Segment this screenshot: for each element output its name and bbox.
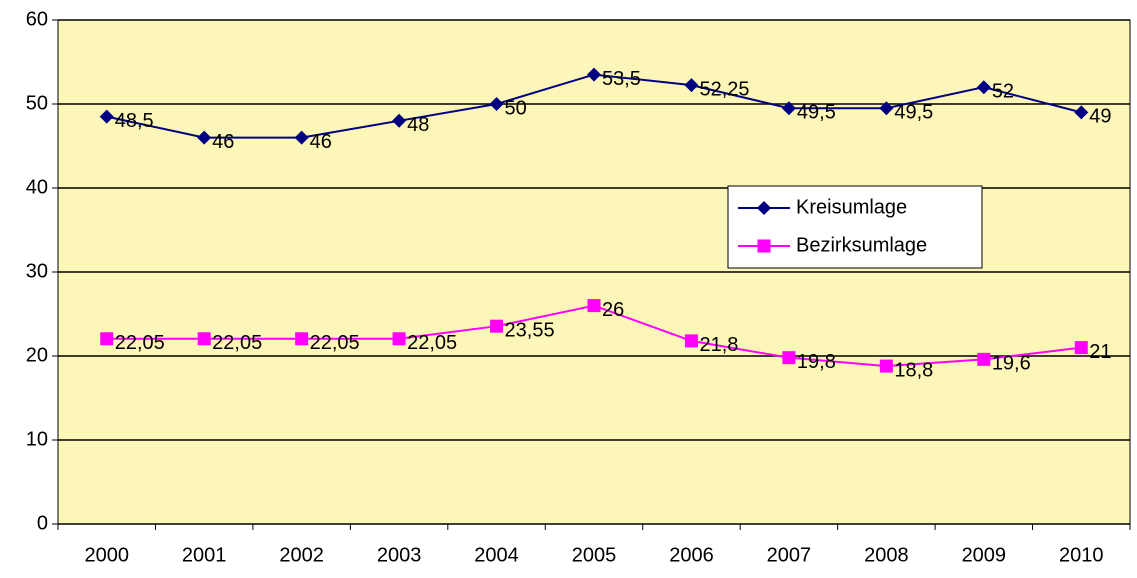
x-tick-label: 2003 bbox=[377, 544, 422, 566]
marker bbox=[392, 113, 407, 128]
data-label: 19,6 bbox=[992, 353, 1031, 375]
marker bbox=[100, 332, 114, 346]
y-tick-label: 60 bbox=[26, 8, 48, 30]
data-label: 22,05 bbox=[407, 332, 457, 354]
data-label: 53,5 bbox=[602, 68, 641, 90]
marker bbox=[879, 101, 894, 116]
x-tick-label: 2005 bbox=[572, 544, 617, 566]
y-tick-label: 10 bbox=[26, 428, 48, 450]
marker bbox=[757, 201, 771, 215]
marker bbox=[99, 109, 114, 124]
marker bbox=[197, 130, 212, 145]
data-label: 21 bbox=[1089, 341, 1111, 363]
data-label: 18,8 bbox=[894, 359, 933, 381]
x-tick-label: 2006 bbox=[669, 544, 714, 566]
marker bbox=[782, 351, 796, 365]
x-tick-label: 2000 bbox=[84, 544, 129, 566]
marker bbox=[587, 299, 601, 313]
legend-label: Kreisumlage bbox=[796, 196, 907, 218]
x-tick-label: 2001 bbox=[182, 544, 227, 566]
legend: Kreisumlage Bezirksumlage bbox=[727, 185, 983, 269]
marker bbox=[1074, 105, 1089, 120]
data-label: 21,8 bbox=[699, 334, 738, 356]
data-label: 26 bbox=[602, 299, 624, 321]
legend-label: Bezirksumlage bbox=[796, 234, 927, 256]
marker bbox=[295, 332, 309, 346]
marker bbox=[294, 130, 309, 145]
x-tick-label: 2004 bbox=[474, 544, 519, 566]
data-label: 46 bbox=[310, 131, 332, 153]
marker bbox=[1074, 341, 1088, 355]
data-label: 50 bbox=[505, 97, 527, 119]
data-label: 48 bbox=[407, 114, 429, 136]
y-tick-label: 20 bbox=[26, 344, 48, 366]
data-label: 19,8 bbox=[797, 351, 836, 373]
data-label: 22,05 bbox=[310, 332, 360, 354]
marker bbox=[392, 332, 406, 346]
x-tick-label: 2010 bbox=[1059, 544, 1104, 566]
x-tick-label: 2009 bbox=[962, 544, 1007, 566]
x-tick-label: 2002 bbox=[279, 544, 324, 566]
legend-box bbox=[727, 185, 983, 269]
marker bbox=[976, 80, 991, 95]
marker bbox=[197, 332, 211, 346]
data-label: 23,55 bbox=[505, 319, 555, 341]
marker bbox=[684, 78, 699, 93]
data-label: 22,05 bbox=[115, 332, 165, 354]
data-label: 49,5 bbox=[894, 101, 933, 123]
data-label: 22,05 bbox=[212, 332, 262, 354]
data-label: 46 bbox=[212, 131, 234, 153]
marker bbox=[977, 352, 991, 366]
x-tick-label: 2007 bbox=[767, 544, 812, 566]
marker bbox=[757, 239, 771, 253]
marker bbox=[490, 319, 504, 333]
y-tick-label: 50 bbox=[26, 92, 48, 114]
marker bbox=[879, 359, 893, 373]
data-label: 49 bbox=[1089, 106, 1111, 128]
marker bbox=[781, 101, 796, 116]
y-tick-label: 30 bbox=[26, 260, 48, 282]
data-label: 52,25 bbox=[699, 78, 749, 100]
y-tick-label: 0 bbox=[37, 512, 48, 534]
marker bbox=[489, 97, 504, 111]
x-tick-label: 2008 bbox=[864, 544, 909, 566]
marker bbox=[587, 67, 601, 82]
y-tick-label: 40 bbox=[26, 176, 48, 198]
data-label: 49,5 bbox=[797, 101, 836, 123]
data-label: 52 bbox=[992, 80, 1014, 102]
data-label: 48,5 bbox=[115, 110, 154, 132]
marker bbox=[684, 334, 698, 348]
